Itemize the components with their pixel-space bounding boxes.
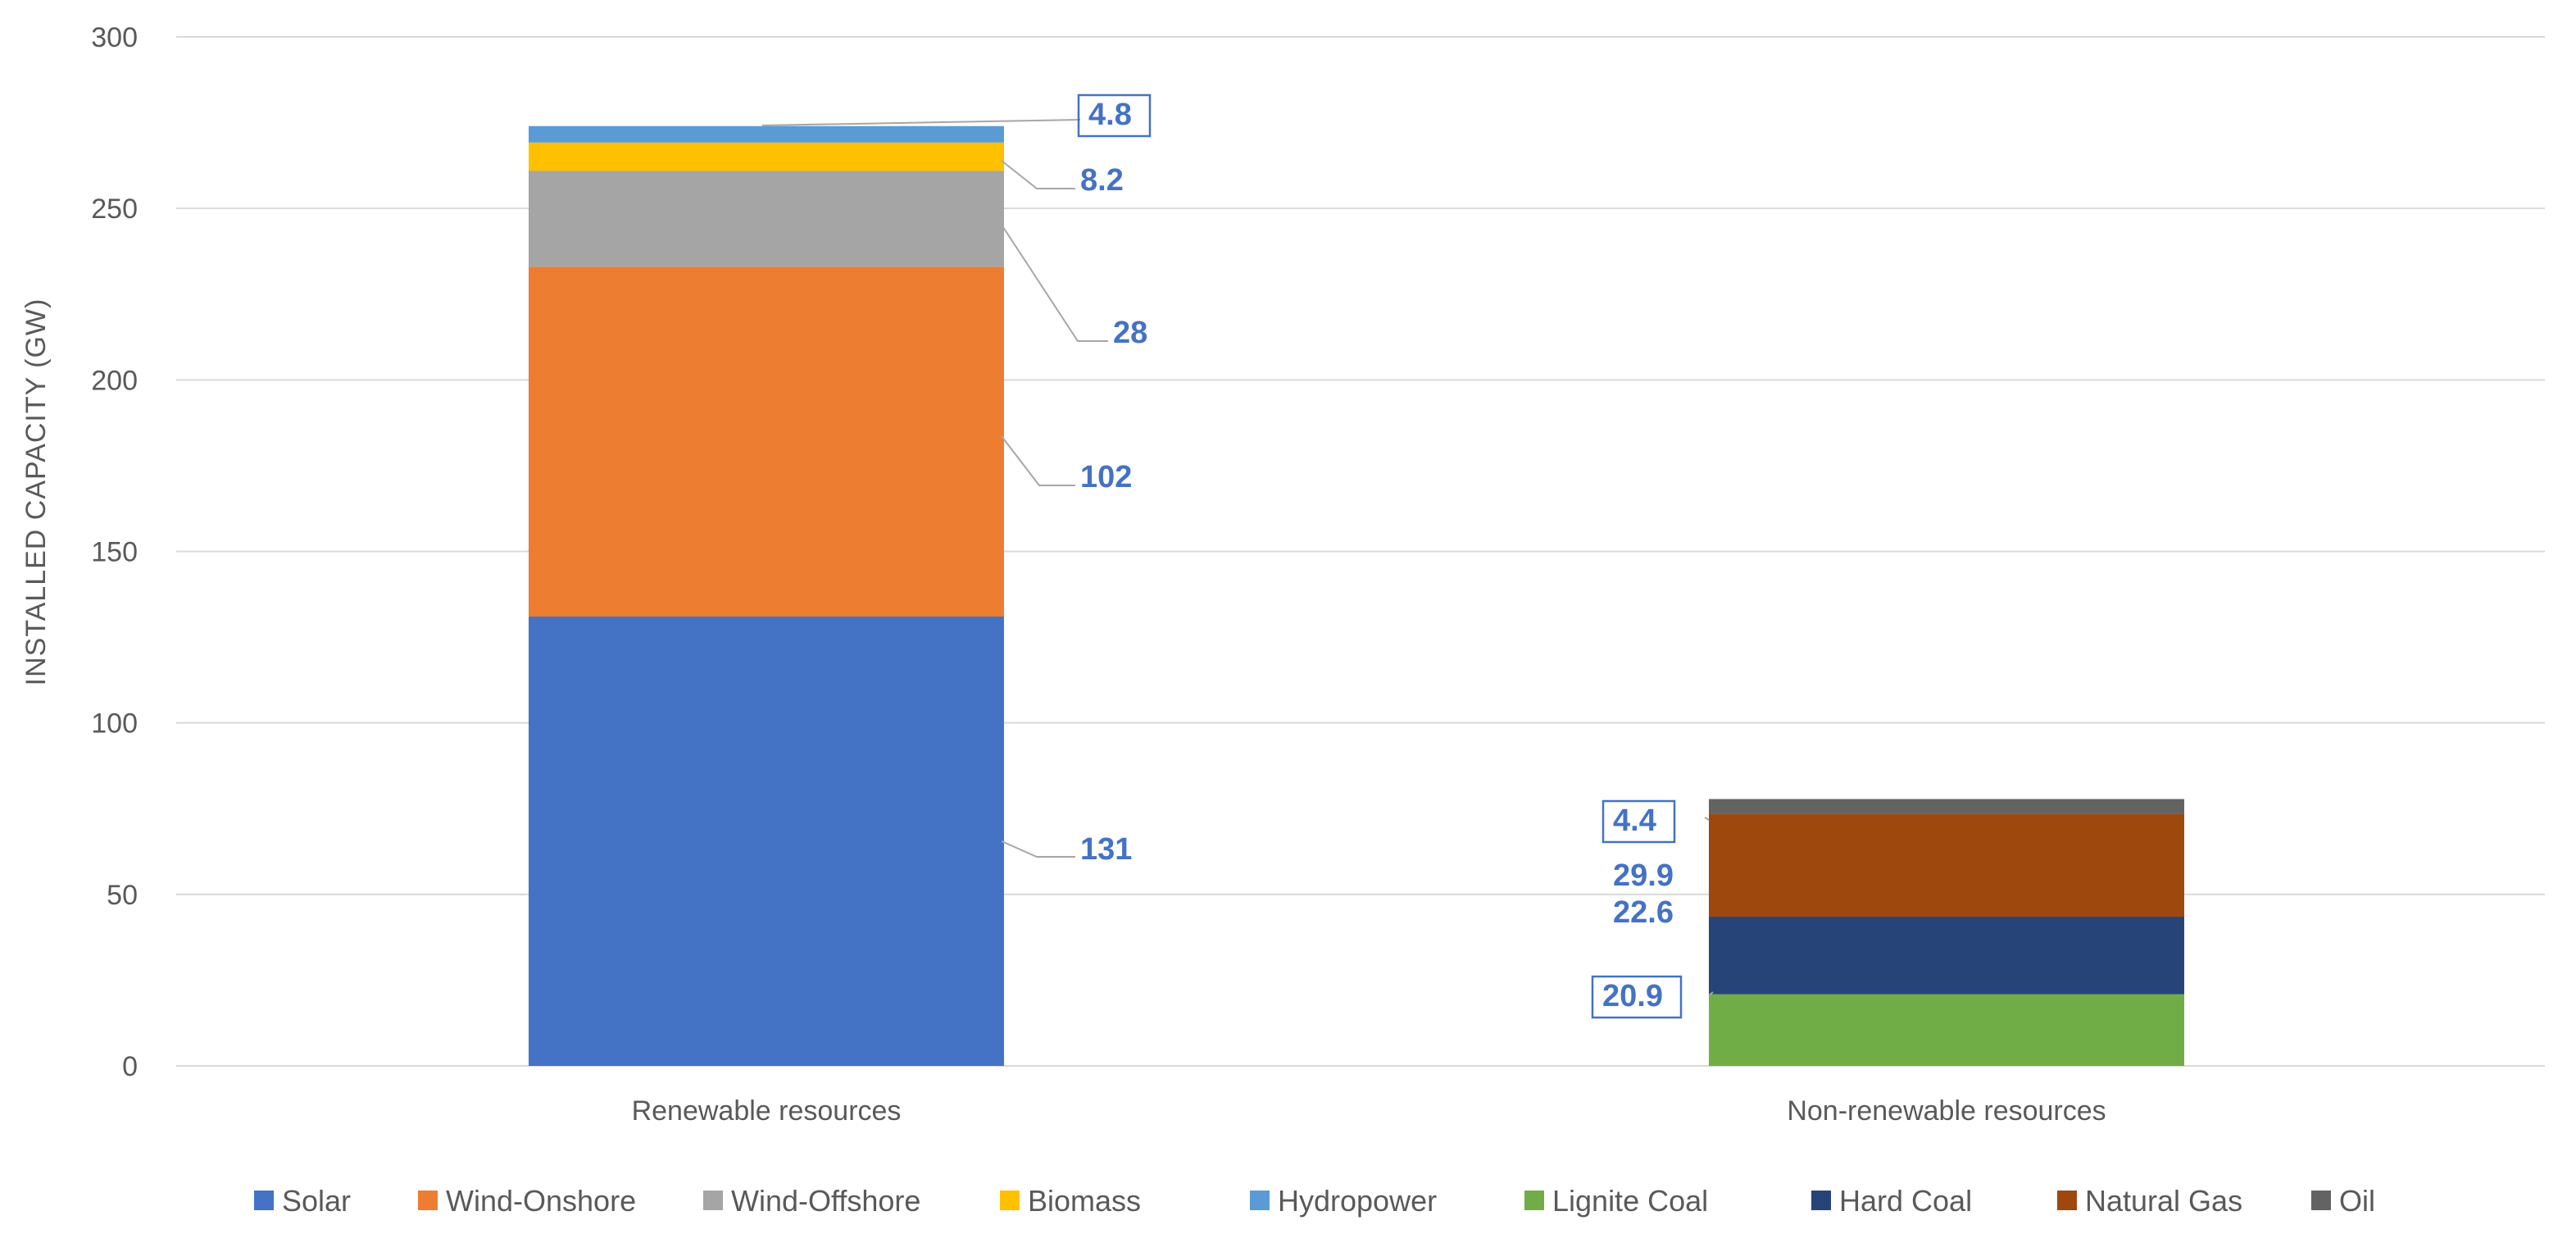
data-label-wind-onshore: 102 xyxy=(1080,460,1132,494)
bar-segment-hard-coal xyxy=(1709,917,2184,995)
data-label-box xyxy=(1601,799,1676,844)
data-label-box xyxy=(1591,975,1683,1019)
legend-label: Hydropower xyxy=(1278,1184,1437,1218)
legend-swatch-hydropower xyxy=(1250,1191,1270,1210)
data-label-lignite-coal: 20.9 xyxy=(1602,979,1663,1013)
bar-segment-natural-gas xyxy=(1709,813,2184,917)
y-axis-ticks: 0 50 100 150 200 250 300 xyxy=(91,22,138,1082)
legend-label: Hard Coal xyxy=(1839,1184,1972,1218)
legend-label: Biomass xyxy=(1028,1184,1141,1218)
bar-segment-biomass xyxy=(529,142,1004,171)
leader-line xyxy=(1001,840,1075,858)
bar-segment-wind-onshore xyxy=(529,266,1004,617)
y-tick-label: 0 xyxy=(122,1051,138,1082)
y-tick-label: 200 xyxy=(91,365,138,396)
data-label-biomass: 8.2 xyxy=(1080,163,1124,198)
bar-segment-solar xyxy=(529,616,1004,1066)
bar-segment-wind-offshore xyxy=(529,171,1004,267)
y-axis-title: INSTALLED CAPACITY (GW) xyxy=(20,298,52,686)
legend-label: Oil xyxy=(2339,1184,2375,1218)
data-label-hard-coal: 22.6 xyxy=(1613,895,1674,930)
bar-stacks xyxy=(529,125,2184,1066)
legend-swatch-wind-onshore xyxy=(418,1191,438,1210)
leader-line xyxy=(1708,991,1714,996)
legend: Solar Wind-Onshore Wind-Offshore Biomass Hyd… xyxy=(254,1184,2375,1218)
data-label-hydropower: 4.8 xyxy=(1088,98,1132,132)
legend-swatch-hard-coal xyxy=(1811,1191,1831,1210)
legend-label: Lignite Coal xyxy=(1552,1184,1708,1218)
leader-line xyxy=(1704,817,1710,821)
data-label-box xyxy=(1077,93,1152,138)
x-category-label: Non-renewable resources xyxy=(1787,1095,2106,1127)
legend-label: Wind-Onshore xyxy=(446,1184,636,1218)
x-category-label: Renewable resources xyxy=(632,1095,902,1127)
x-axis-ticks: Renewable resources Non-renewable resourc… xyxy=(632,1095,2106,1127)
y-tick-label: 300 xyxy=(91,22,138,53)
legend-label: Wind-Offshore xyxy=(731,1184,920,1218)
y-tick-label: 100 xyxy=(91,708,138,740)
bar-segment-hydropower xyxy=(529,125,1004,143)
legend-label: Solar xyxy=(282,1184,351,1218)
data-label-oil: 4.4 xyxy=(1613,804,1656,838)
y-tick-label: 150 xyxy=(91,537,138,568)
legend-swatch-wind-offshore xyxy=(703,1191,723,1210)
legend-swatch-lignite-coal xyxy=(1524,1191,1544,1210)
y-tick-label: 50 xyxy=(107,880,138,911)
legend-label: Natural Gas xyxy=(2085,1184,2242,1218)
legend-swatch-biomass xyxy=(1000,1191,1020,1210)
bar-segment-lignite-coal xyxy=(1709,994,2184,1066)
bar-segment-oil xyxy=(1709,799,2184,814)
leader-line xyxy=(761,119,1081,126)
leader-line xyxy=(1001,160,1075,189)
data-label-natural-gas: 29.9 xyxy=(1613,858,1674,893)
data-label-wind-offshore: 28 xyxy=(1113,316,1147,350)
legend-swatch-oil xyxy=(2311,1191,2331,1210)
data-labels: 131 102 28 8.2 4.8 20.9 22.629.9 4.4 xyxy=(761,93,1714,1019)
leader-line xyxy=(1001,435,1075,486)
leader-line xyxy=(1001,224,1108,342)
y-tick-label: 250 xyxy=(91,194,138,225)
legend-swatch-solar xyxy=(254,1191,274,1210)
legend-swatch-natural-gas xyxy=(2057,1191,2077,1210)
data-label-solar: 131 xyxy=(1080,832,1132,867)
